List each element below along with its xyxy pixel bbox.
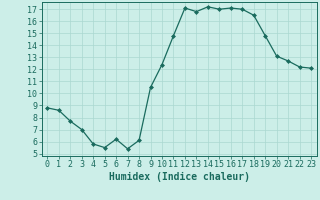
- X-axis label: Humidex (Indice chaleur): Humidex (Indice chaleur): [109, 172, 250, 182]
